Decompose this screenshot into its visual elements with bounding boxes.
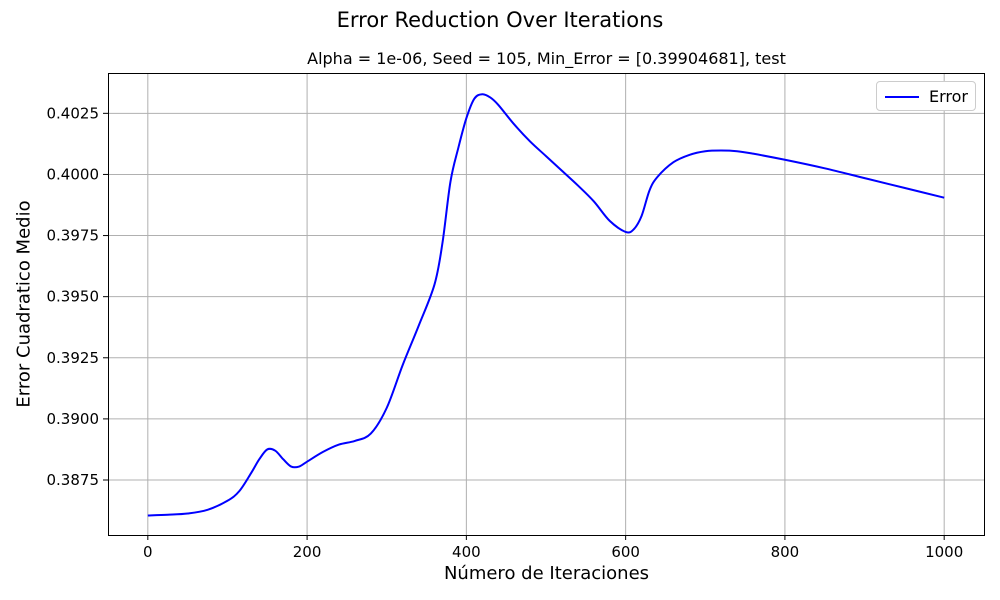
x-tick-label: 0 — [143, 543, 153, 561]
y-tick-label: 0.3900 — [47, 410, 100, 428]
y-tick-label: 0.4000 — [47, 165, 100, 183]
y-axis-label: Error Cuadratico Medio — [13, 200, 35, 408]
y-tick-label: 0.3950 — [47, 288, 100, 306]
y-tick-label: 0.3975 — [47, 227, 100, 245]
x-tick-label: 800 — [771, 543, 800, 561]
y-tick-label: 0.3925 — [47, 349, 100, 367]
ticks: 0 200 400 600 800 1000 0.3875 0.3900 0.3925 0.395… — [47, 104, 964, 561]
x-tick-label: 200 — [293, 543, 322, 561]
legend-label-error: Error — [929, 87, 968, 106]
series-line-error — [147, 93, 945, 517]
figure-title: Error Reduction Over Iterations — [336, 8, 664, 32]
x-tick-label: 400 — [452, 543, 481, 561]
grid — [108, 73, 984, 535]
x-axis-label: Número de Iteraciones — [443, 563, 650, 584]
plot-title: Alpha = 1e-06, Seed = 105, Min_Error = [… — [307, 49, 786, 68]
x-tick-label: 1000 — [925, 543, 963, 561]
legend: Error — [876, 81, 976, 111]
axes-frame — [108, 73, 985, 536]
series-layer — [147, 93, 945, 517]
x-tick-label: 600 — [611, 543, 640, 561]
legend-line-swatch — [885, 96, 919, 98]
y-tick-label: 0.4025 — [47, 104, 100, 122]
y-tick-label: 0.3875 — [47, 471, 100, 489]
